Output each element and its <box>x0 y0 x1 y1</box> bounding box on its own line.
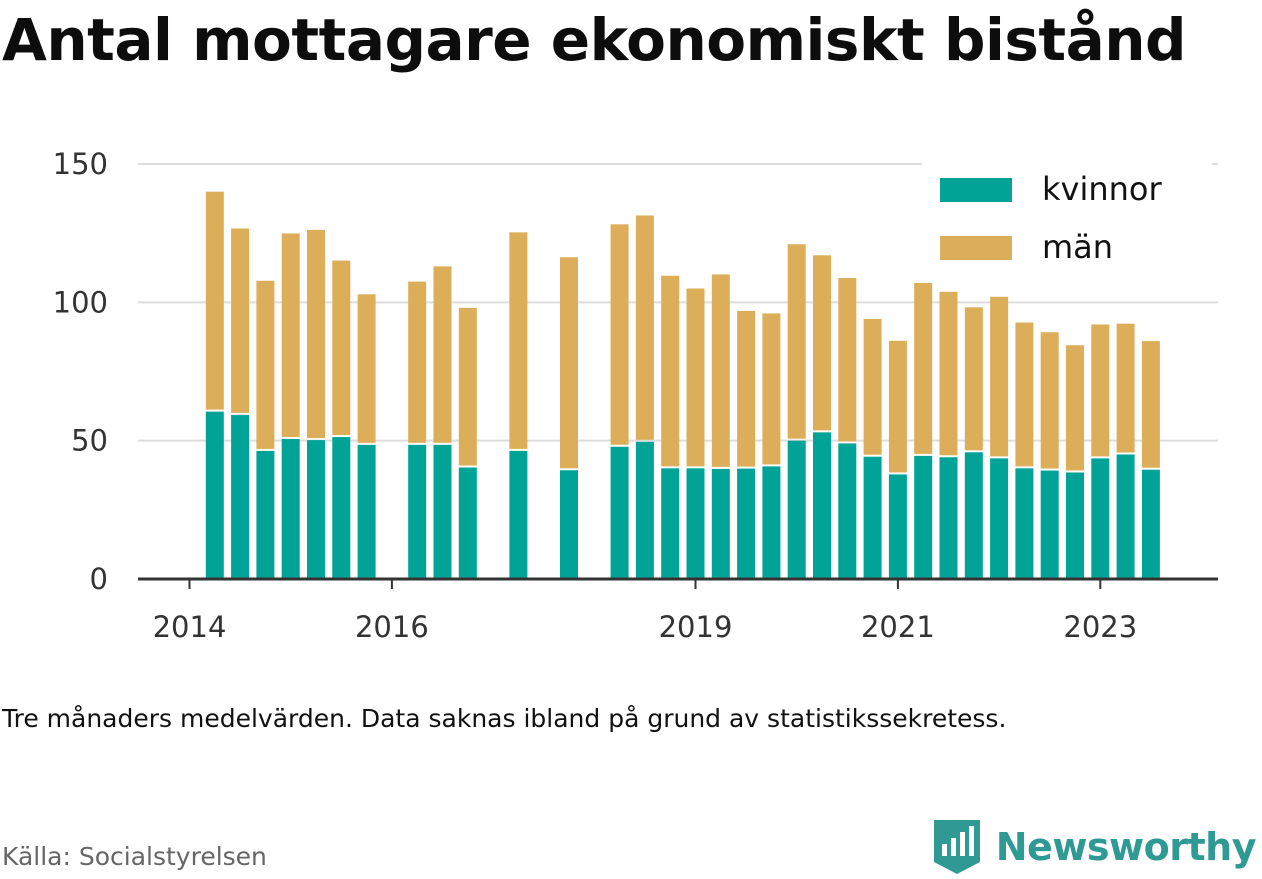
chart-caption: Tre månaders medelvärden. Data saknas ib… <box>2 704 1007 733</box>
bar-kvinnor <box>635 441 654 579</box>
bar-kvinnor <box>231 414 250 579</box>
y-tick-label: 150 <box>53 147 108 181</box>
bar-man <box>888 340 907 473</box>
bar-man <box>1066 345 1084 471</box>
bar-man <box>560 257 578 469</box>
stacked-bar-chart: 0 50 100 150 2014 2016 2019 2021 2023 kvinnor mä… <box>53 147 1218 644</box>
bar-kvinnor <box>661 468 680 579</box>
bar-kvinnor <box>560 470 578 579</box>
legend-swatch <box>940 236 1012 260</box>
x-tick-label: 2019 <box>659 610 733 644</box>
bar-kvinnor <box>813 432 831 579</box>
bar-man <box>332 260 351 436</box>
bar-kvinnor <box>408 444 427 579</box>
bar-man <box>1141 341 1160 468</box>
bar-man <box>990 296 1009 457</box>
bar-man <box>711 274 730 467</box>
bar-kvinnor <box>762 466 781 579</box>
bar-kvinnor <box>1116 454 1135 579</box>
bar-man <box>433 266 452 443</box>
bar-man <box>661 275 680 467</box>
legend-swatch <box>940 178 1012 202</box>
bar-kvinnor <box>610 446 629 579</box>
x-tick-label: 2016 <box>355 610 429 644</box>
bar-kvinnor <box>914 455 933 579</box>
bar-kvinnor <box>737 468 756 579</box>
bar-man <box>281 233 300 438</box>
bar-kvinnor <box>1141 469 1160 579</box>
bar-kvinnor <box>863 456 882 579</box>
bar-man <box>205 191 224 410</box>
bar-man <box>610 224 629 445</box>
bars <box>205 191 1160 579</box>
bar-man <box>509 232 528 449</box>
x-tick-label: 2014 <box>153 610 227 644</box>
bar-kvinnor <box>964 452 983 579</box>
y-tick-label: 100 <box>53 285 108 319</box>
y-tick-label: 50 <box>71 424 108 458</box>
bar-kvinnor <box>1015 468 1034 579</box>
x-tick-label: 2023 <box>1063 610 1137 644</box>
bar-man <box>307 229 325 439</box>
legend-label: kvinnor <box>1042 170 1163 208</box>
bar-kvinnor <box>990 458 1009 579</box>
bar-kvinnor <box>1066 472 1084 579</box>
bar-man <box>964 307 983 451</box>
bar-kvinnor <box>256 450 275 579</box>
bar-man <box>787 244 806 439</box>
bar-man <box>914 282 933 454</box>
bar-man <box>458 307 477 466</box>
bar-man <box>635 215 654 440</box>
chart-title: Antal mottagare ekonomiskt bistånd <box>2 6 1187 74</box>
bar-kvinnor <box>1091 458 1110 579</box>
bar-man <box>762 313 781 465</box>
x-tick-label: 2021 <box>861 610 935 644</box>
bar-kvinnor <box>332 437 351 579</box>
bar-man <box>357 294 376 443</box>
axes: 2014 2016 2019 2021 2023 <box>138 577 1218 644</box>
bar-man <box>1116 323 1135 453</box>
bar-kvinnor <box>205 411 224 579</box>
y-tick-label: 0 <box>90 562 108 596</box>
bar-man <box>1040 332 1059 469</box>
bar-kvinnor <box>357 444 376 579</box>
bar-kvinnor <box>686 468 705 579</box>
bar-kvinnor <box>787 440 806 579</box>
legend: kvinnor män <box>922 160 1212 280</box>
bar-man <box>231 228 250 413</box>
bar-man <box>1015 322 1034 467</box>
bar-man <box>1091 324 1110 457</box>
source-note: Källa: Socialstyrelsen <box>2 842 267 871</box>
bar-kvinnor <box>711 468 730 579</box>
brand-logo[interactable]: Newsworthy <box>932 818 1257 876</box>
bar-kvinnor <box>509 450 528 579</box>
bar-man <box>256 280 275 449</box>
bar-kvinnor <box>307 440 325 579</box>
bar-kvinnor <box>1040 470 1059 579</box>
bar-man <box>838 277 857 442</box>
bar-man <box>863 318 882 455</box>
bar-kvinnor <box>281 439 300 579</box>
bar-man <box>737 310 756 467</box>
bar-kvinnor <box>458 467 477 579</box>
legend-label: män <box>1042 228 1113 266</box>
bar-man <box>813 255 831 431</box>
bar-kvinnor <box>433 444 452 579</box>
bar-kvinnor <box>838 443 857 579</box>
brand-name: Newsworthy <box>995 825 1257 869</box>
bar-kvinnor <box>939 457 958 579</box>
bar-man <box>408 281 427 443</box>
bar-man <box>939 291 958 456</box>
bar-kvinnor <box>888 474 907 579</box>
newsworthy-logo-icon <box>933 820 980 874</box>
bar-man <box>686 288 705 467</box>
